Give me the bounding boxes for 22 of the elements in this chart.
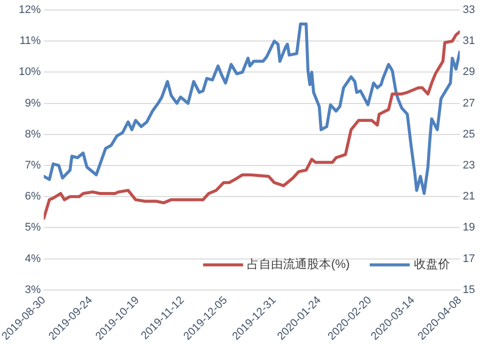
y-tick-label: 3% [24,284,41,296]
y-tick-label: 5% [24,222,41,234]
y-tick-label: 12% [18,4,41,16]
y2-tick-label: 23 [462,160,476,172]
y-tick-label: 6% [24,190,41,203]
y2-tick-label: 25 [462,128,476,140]
y-tick-label: 7% [24,160,41,172]
legend-label: 占自由流通股本(%) [247,257,350,272]
y2-tick-label: 33 [462,4,476,16]
y2-tick-label: 15 [462,284,476,296]
y2-tick-label: 21 [462,190,476,203]
y-tick-label: 11% [20,35,42,48]
y-tick-label: 9% [24,97,41,110]
y2-tick-label: 29 [462,66,476,78]
y-tick-label: 8% [24,128,41,140]
y2-tick-label: 17 [462,252,476,265]
y-tick-label: 4% [24,252,41,265]
y-tick-label: 10% [18,66,41,78]
y2-tick-label: 19 [462,222,476,234]
y2-tick-label: 27 [462,97,476,110]
legend-label: 收盘价 [414,257,450,272]
y2-tick-label: 31 [462,35,476,48]
